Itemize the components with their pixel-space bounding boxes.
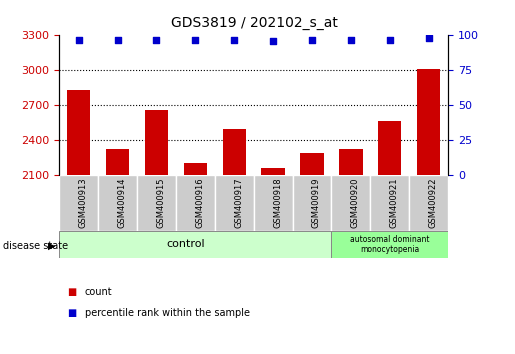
Text: disease state: disease state [3,241,67,251]
Text: GSM400922: GSM400922 [428,178,438,228]
Text: GSM400913: GSM400913 [79,178,88,228]
Point [386,37,394,42]
Point [269,38,277,44]
Text: GSM400920: GSM400920 [351,178,360,228]
Text: GSM400918: GSM400918 [273,178,282,228]
Bar [332,175,370,230]
Bar [98,175,137,230]
Bar [332,230,448,258]
Text: ■: ■ [67,287,76,297]
Point [308,37,316,42]
Point [347,37,355,42]
Text: autosomal dominant
monocytopenia: autosomal dominant monocytopenia [350,235,430,254]
Text: percentile rank within the sample: percentile rank within the sample [85,308,250,318]
Point [152,37,161,42]
Bar [145,110,168,175]
Text: count: count [85,287,113,297]
Text: GSM400915: GSM400915 [157,178,165,228]
Bar [59,230,332,258]
Bar [184,163,207,175]
Bar [370,175,409,230]
Bar [339,149,363,175]
Text: ▶: ▶ [48,241,56,251]
Text: GSM400916: GSM400916 [195,178,204,228]
Bar [222,130,246,175]
Text: GSM400919: GSM400919 [312,178,321,228]
Bar [59,175,98,230]
Point [75,37,83,42]
Bar [300,153,323,175]
Text: ■: ■ [67,308,76,318]
Text: GDS3819 / 202102_s_at: GDS3819 / 202102_s_at [171,16,338,30]
Bar [378,121,401,175]
Bar [293,175,332,230]
Bar [253,175,293,230]
Bar [137,175,176,230]
Text: GSM400917: GSM400917 [234,178,243,228]
Point [113,37,122,42]
Bar [67,90,90,175]
Bar [176,175,215,230]
Bar [409,175,448,230]
Bar [215,175,253,230]
Text: GSM400921: GSM400921 [390,178,399,228]
Point [424,35,433,41]
Text: GSM400914: GSM400914 [117,178,127,228]
Bar [417,69,440,175]
Point [230,37,238,42]
Text: control: control [166,240,205,250]
Point [191,37,199,42]
Bar [106,149,129,175]
Bar [262,169,285,175]
